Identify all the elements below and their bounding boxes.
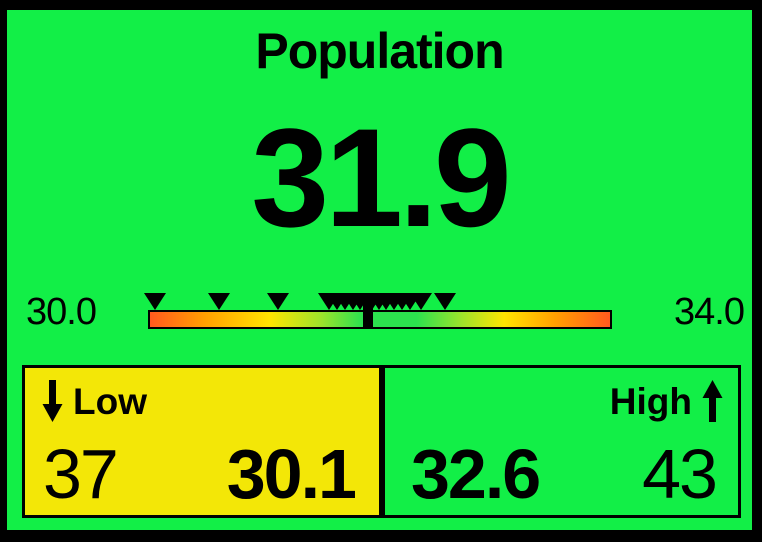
low-value: 30.1 [226, 435, 357, 513]
high-count: 43 [642, 435, 718, 513]
gauge: 30.0 34.0 [0, 285, 762, 340]
low-panel-header: Low [41, 380, 147, 422]
low-panel: Low 37 30.1 [22, 365, 382, 518]
high-panel-label: High [609, 380, 692, 422]
gauge-gradient-bar [148, 310, 612, 329]
gauge-history-marker [143, 293, 166, 310]
gauge-history-marker [433, 293, 456, 310]
gauge-markers-layer [143, 285, 612, 310]
gauge-history-marker [409, 293, 432, 310]
gauge-min-label: 30.0 [26, 291, 97, 333]
low-count: 37 [43, 435, 119, 513]
low-panel-label: Low [73, 380, 147, 422]
high-panel-header: High [610, 380, 724, 422]
page-title: Population [255, 23, 504, 79]
high-panel: High 32.6 43 [382, 365, 741, 518]
gauge-current-value-marker [363, 296, 374, 327]
gauge-bar-zone [143, 285, 612, 340]
screen-background: Population 31.9 30.0 34.0 Low 37 30.1 [7, 10, 752, 530]
gauge-history-marker [266, 293, 289, 310]
high-value: 32.6 [411, 435, 541, 513]
gauge-history-marker [207, 293, 230, 310]
down-arrow-icon [42, 380, 63, 422]
gauge-max-label: 34.0 [674, 291, 745, 333]
current-value: 31.9 [251, 99, 511, 256]
up-arrow-icon [702, 380, 723, 422]
